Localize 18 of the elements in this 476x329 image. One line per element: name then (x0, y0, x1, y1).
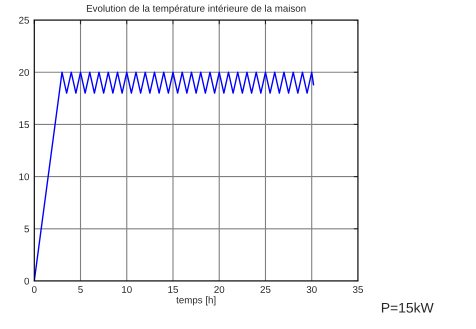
y-tick-label: 0 (24, 278, 30, 285)
chart-title: Evolution de la température intérieure de la maison (86, 4, 306, 14)
text: P=15kW (382, 302, 434, 313)
x-tick-label: 5 (78, 286, 83, 293)
x-tick-label: 30 (306, 286, 317, 293)
y-tick-label: 10 (19, 173, 30, 180)
line-series (34, 72, 314, 281)
y-tick-label: 5 (24, 226, 30, 232)
x-tick-label: 25 (260, 286, 270, 293)
x-tick-label: 35 (352, 286, 363, 293)
y-tick-label: 25 (19, 16, 30, 24)
x-tick-label: 15 (168, 286, 178, 293)
x-tick-label: 10 (122, 286, 132, 293)
y-tick-label: 15 (19, 121, 30, 128)
y-tick-label: 20 (19, 68, 30, 76)
x-tick-label: 0 (32, 286, 37, 293)
x-tick-label: 20 (214, 286, 224, 293)
x-axis-title: temps [h] (176, 296, 216, 306)
